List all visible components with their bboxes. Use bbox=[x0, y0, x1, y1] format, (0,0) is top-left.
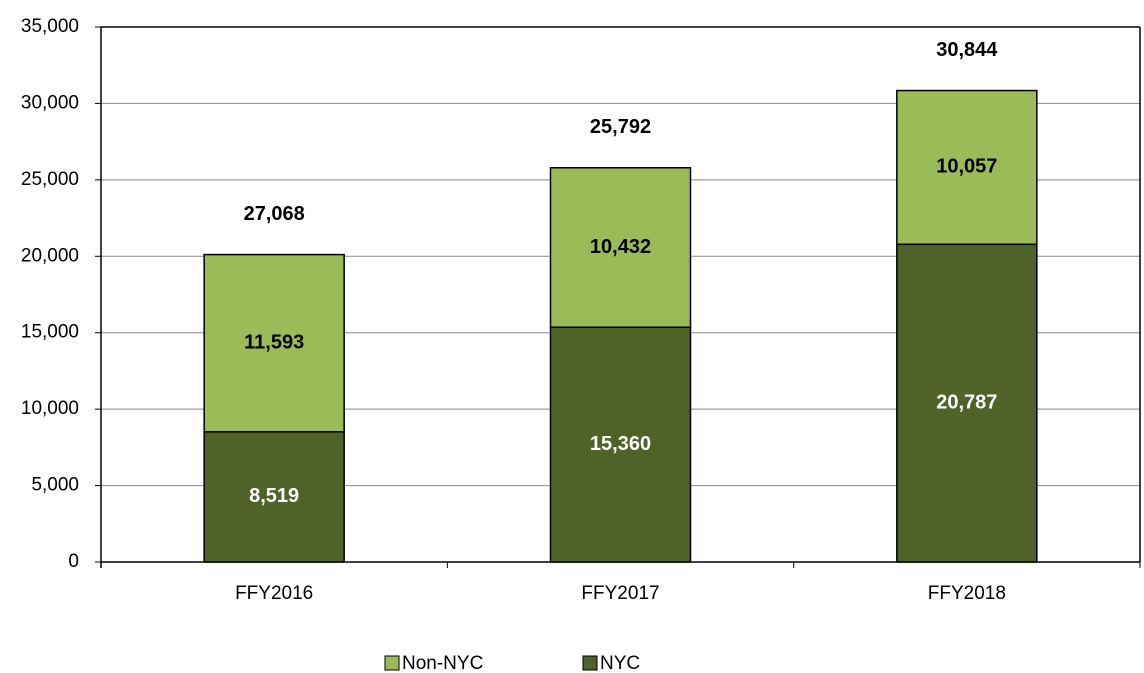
data-label: 11,593 bbox=[244, 331, 304, 353]
data-label: 20,787 bbox=[936, 391, 997, 413]
x-tick-label: FFY2016 bbox=[235, 583, 313, 604]
data-label: 15,360 bbox=[590, 433, 651, 455]
bar-segment bbox=[203, 253, 345, 433]
legend-swatch bbox=[384, 655, 400, 671]
data-label: 10,057 bbox=[936, 156, 997, 178]
y-tick-label: 15,000 bbox=[21, 322, 79, 343]
bar-segment bbox=[549, 326, 692, 563]
legend-label: NYC bbox=[600, 653, 640, 673]
total-label: 27,068 bbox=[244, 203, 305, 225]
y-tick-label: 30,000 bbox=[21, 92, 79, 113]
x-tick-label: FFY2017 bbox=[581, 583, 659, 604]
y-tick-label: 35,000 bbox=[21, 16, 79, 37]
legend-swatch bbox=[582, 655, 598, 671]
total-label: 25,792 bbox=[590, 116, 651, 138]
legend-label: Non-NYC bbox=[402, 653, 483, 673]
data-label: 10,432 bbox=[590, 236, 651, 258]
bar-segment bbox=[203, 431, 345, 563]
y-tick-label: 10,000 bbox=[21, 398, 79, 419]
data-label: 8,519 bbox=[249, 485, 299, 507]
x-tick-label: FFY2018 bbox=[928, 583, 1006, 604]
bar-segment bbox=[896, 243, 1038, 563]
total-label: 30,844 bbox=[936, 39, 998, 61]
bar-segment bbox=[549, 167, 692, 328]
y-tick-label: 5,000 bbox=[31, 475, 79, 496]
y-tick-label: 20,000 bbox=[21, 245, 79, 266]
y-tick-label: 0 bbox=[68, 551, 79, 572]
bar-segment bbox=[896, 89, 1038, 246]
y-tick-label: 25,000 bbox=[21, 169, 79, 190]
